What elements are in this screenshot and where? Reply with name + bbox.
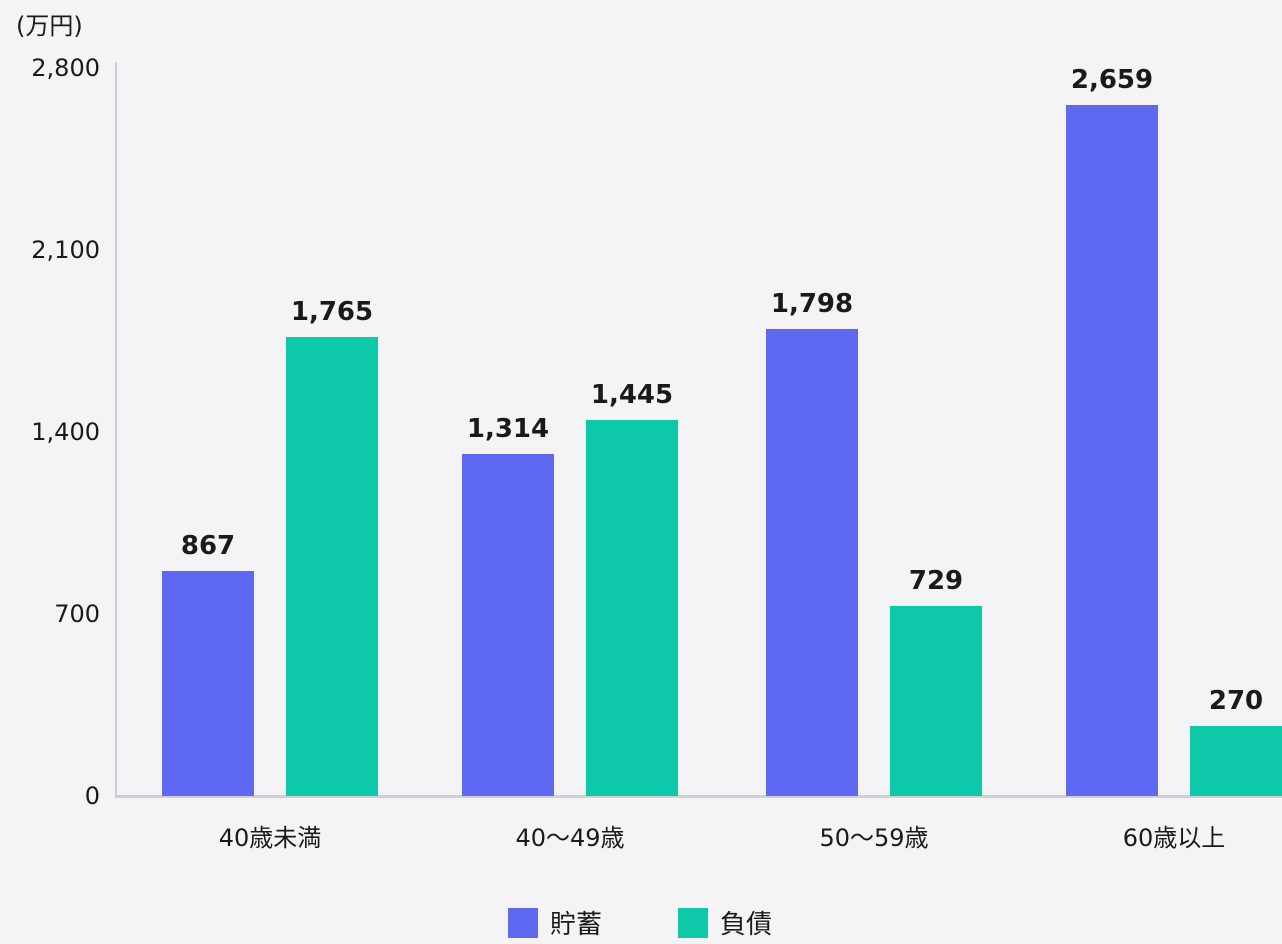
- bar-debt: [890, 606, 982, 796]
- y-tick-label: 700: [54, 600, 100, 628]
- x-tick-label: 60歳以上: [1122, 824, 1226, 852]
- x-tick-label: 50〜59歳: [819, 824, 929, 852]
- bar-value-label: 1,314: [466, 414, 550, 445]
- bar-debt: [1190, 725, 1282, 796]
- bar-value-label: 1,765: [290, 297, 374, 328]
- y-tick-label: 0: [84, 782, 100, 810]
- bar-value-label: 270: [1208, 685, 1264, 716]
- y-tick-label: 2,100: [31, 236, 100, 264]
- y-tick-label: 2,800: [31, 54, 100, 82]
- bar-debt: [286, 337, 378, 796]
- x-tick-label: 40〜49歳: [515, 824, 625, 852]
- legend-label: 負債: [720, 910, 773, 940]
- bar-debt: [586, 420, 678, 796]
- bar-value-label: 2,659: [1070, 64, 1154, 95]
- y-axis-line: [115, 62, 117, 798]
- legend-swatch-icon: [508, 907, 538, 938]
- legend-item: 負債: [678, 904, 772, 941]
- bar-savings: [766, 328, 858, 796]
- bar-value-label: 1,798: [770, 288, 854, 319]
- bar-value-label: 867: [180, 530, 236, 561]
- legend-item: 貯蓄: [508, 904, 602, 941]
- bar-savings: [462, 454, 554, 796]
- legend-label: 貯蓄: [550, 910, 603, 940]
- y-axis-unit: (万円): [16, 12, 83, 40]
- y-tick-label: 1,400: [31, 418, 100, 446]
- legend-swatch-icon: [678, 907, 708, 938]
- bar-value-label: 729: [908, 566, 964, 597]
- bar-value-label: 1,445: [590, 380, 674, 411]
- bar-savings: [1066, 104, 1158, 796]
- x-tick-label: 40歳未満: [218, 824, 322, 852]
- bar-savings: [162, 570, 254, 796]
- x-axis-line: [115, 795, 1282, 798]
